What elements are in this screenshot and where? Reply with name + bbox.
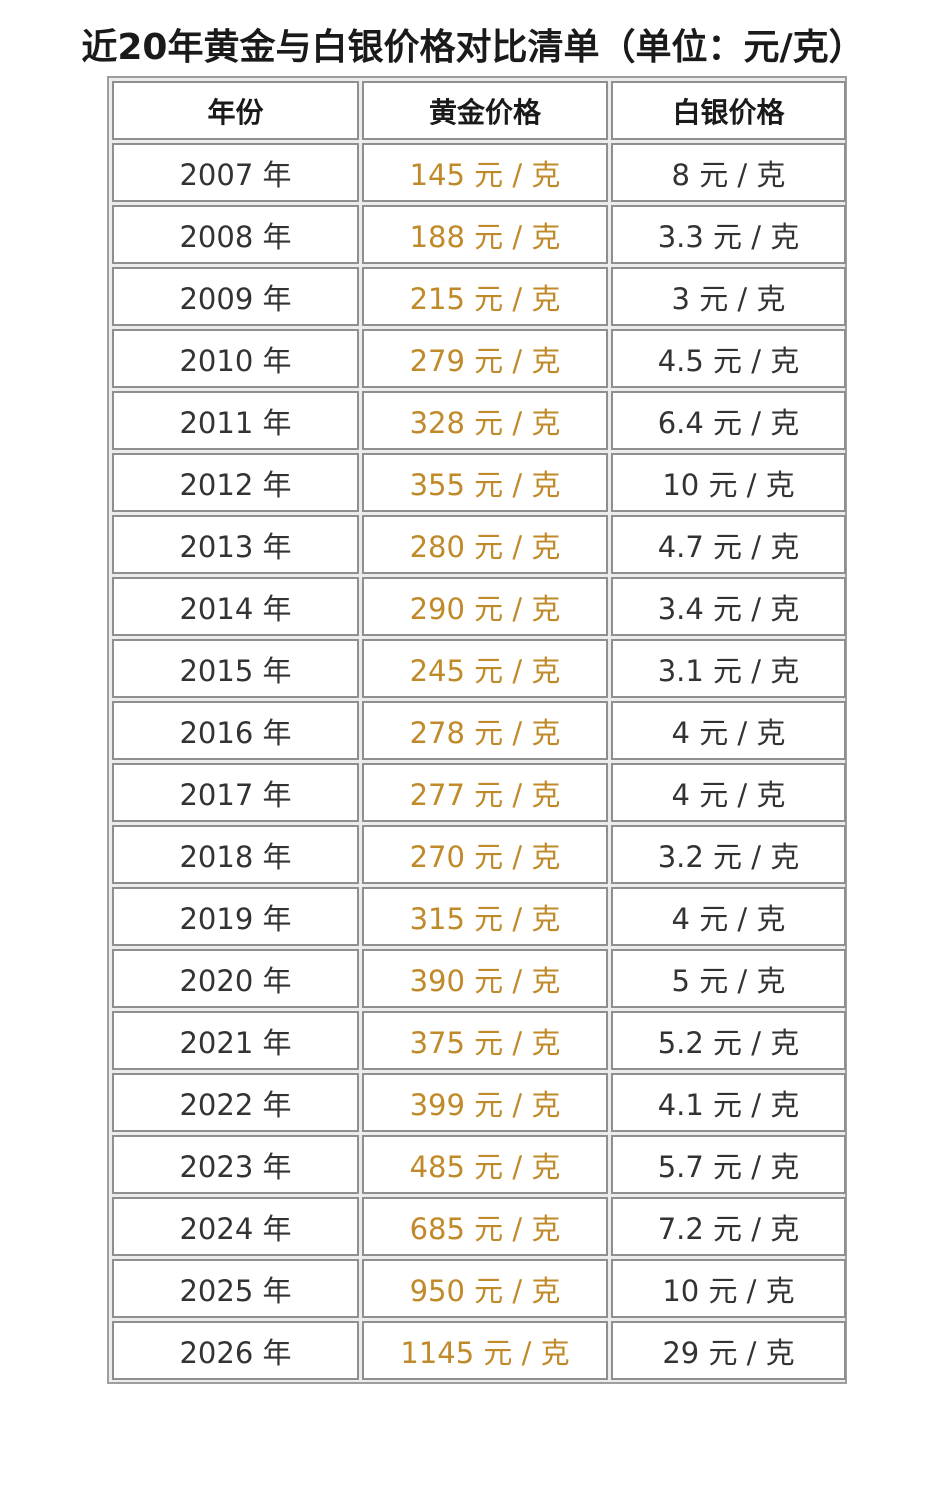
year-cell: 2008 年 bbox=[112, 205, 359, 264]
year-cell: 2014 年 bbox=[112, 577, 359, 636]
silver-price-cell: 7.2 元 / 克 bbox=[611, 1197, 846, 1256]
gold-price-cell: 1145 元 / 克 bbox=[362, 1321, 608, 1380]
silver-price-cell: 29 元 / 克 bbox=[611, 1321, 846, 1380]
silver-price-cell: 3.3 元 / 克 bbox=[611, 205, 846, 264]
gold-price-cell: 485 元 / 克 bbox=[362, 1135, 608, 1194]
silver-price-cell: 3 元 / 克 bbox=[611, 267, 846, 326]
gold-price-cell: 270 元 / 克 bbox=[362, 825, 608, 884]
year-cell: 2023 年 bbox=[112, 1135, 359, 1194]
silver-price-cell: 10 元 / 克 bbox=[611, 1259, 846, 1318]
silver-price-cell: 5.7 元 / 克 bbox=[611, 1135, 846, 1194]
gold-price-cell: 685 元 / 克 bbox=[362, 1197, 608, 1256]
silver-price-cell: 8 元 / 克 bbox=[611, 143, 846, 202]
gold-price-cell: 215 元 / 克 bbox=[362, 267, 608, 326]
gold-price-cell: 950 元 / 克 bbox=[362, 1259, 608, 1318]
gold-price-cell: 145 元 / 克 bbox=[362, 143, 608, 202]
header-gold-price: 黄金价格 bbox=[362, 81, 608, 140]
gold-price-cell: 390 元 / 克 bbox=[362, 949, 608, 1008]
silver-price-cell: 4 元 / 克 bbox=[611, 701, 846, 760]
year-cell: 2007 年 bbox=[112, 143, 359, 202]
year-cell: 2013 年 bbox=[112, 515, 359, 574]
year-cell: 2017 年 bbox=[112, 763, 359, 822]
gold-price-cell: 315 元 / 克 bbox=[362, 887, 608, 946]
silver-price-cell: 10 元 / 克 bbox=[611, 453, 846, 512]
header-year: 年份 bbox=[112, 81, 359, 140]
silver-price-cell: 4 元 / 克 bbox=[611, 887, 846, 946]
gold-price-cell: 277 元 / 克 bbox=[362, 763, 608, 822]
silver-price-cell: 4.7 元 / 克 bbox=[611, 515, 846, 574]
silver-price-cell: 4.1 元 / 克 bbox=[611, 1073, 846, 1132]
gold-price-cell: 399 元 / 克 bbox=[362, 1073, 608, 1132]
page-title: 近20年黄金与白银价格对比清单（单位：元/克） bbox=[81, 27, 865, 68]
silver-price-cell: 5.2 元 / 克 bbox=[611, 1011, 846, 1070]
year-cell: 2019 年 bbox=[112, 887, 359, 946]
silver-price-cell: 4 元 / 克 bbox=[611, 763, 846, 822]
year-cell: 2021 年 bbox=[112, 1011, 359, 1070]
silver-price-cell: 3.4 元 / 克 bbox=[611, 577, 846, 636]
year-cell: 2018 年 bbox=[112, 825, 359, 884]
gold-price-cell: 280 元 / 克 bbox=[362, 515, 608, 574]
year-cell: 2015 年 bbox=[112, 639, 359, 698]
silver-price-cell: 4.5 元 / 克 bbox=[611, 329, 846, 388]
header-silver-price: 白银价格 bbox=[611, 81, 846, 140]
gold-price-cell: 290 元 / 克 bbox=[362, 577, 608, 636]
year-cell: 2012 年 bbox=[112, 453, 359, 512]
year-cell: 2016 年 bbox=[112, 701, 359, 760]
gold-price-cell: 245 元 / 克 bbox=[362, 639, 608, 698]
silver-price-cell: 3.1 元 / 克 bbox=[611, 639, 846, 698]
year-cell: 2022 年 bbox=[112, 1073, 359, 1132]
year-cell: 2011 年 bbox=[112, 391, 359, 450]
year-cell: 2020 年 bbox=[112, 949, 359, 1008]
gold-price-cell: 279 元 / 克 bbox=[362, 329, 608, 388]
gold-price-cell: 375 元 / 克 bbox=[362, 1011, 608, 1070]
silver-price-cell: 3.2 元 / 克 bbox=[611, 825, 846, 884]
gold-price-cell: 188 元 / 克 bbox=[362, 205, 608, 264]
gold-price-cell: 355 元 / 克 bbox=[362, 453, 608, 512]
year-cell: 2009 年 bbox=[112, 267, 359, 326]
silver-price-cell: 6.4 元 / 克 bbox=[611, 391, 846, 450]
year-cell: 2026 年 bbox=[112, 1321, 359, 1380]
gold-price-cell: 278 元 / 克 bbox=[362, 701, 608, 760]
year-cell: 2010 年 bbox=[112, 329, 359, 388]
gold-price-cell: 328 元 / 克 bbox=[362, 391, 608, 450]
silver-price-cell: 5 元 / 克 bbox=[611, 949, 846, 1008]
year-cell: 2025 年 bbox=[112, 1259, 359, 1318]
year-cell: 2024 年 bbox=[112, 1197, 359, 1256]
